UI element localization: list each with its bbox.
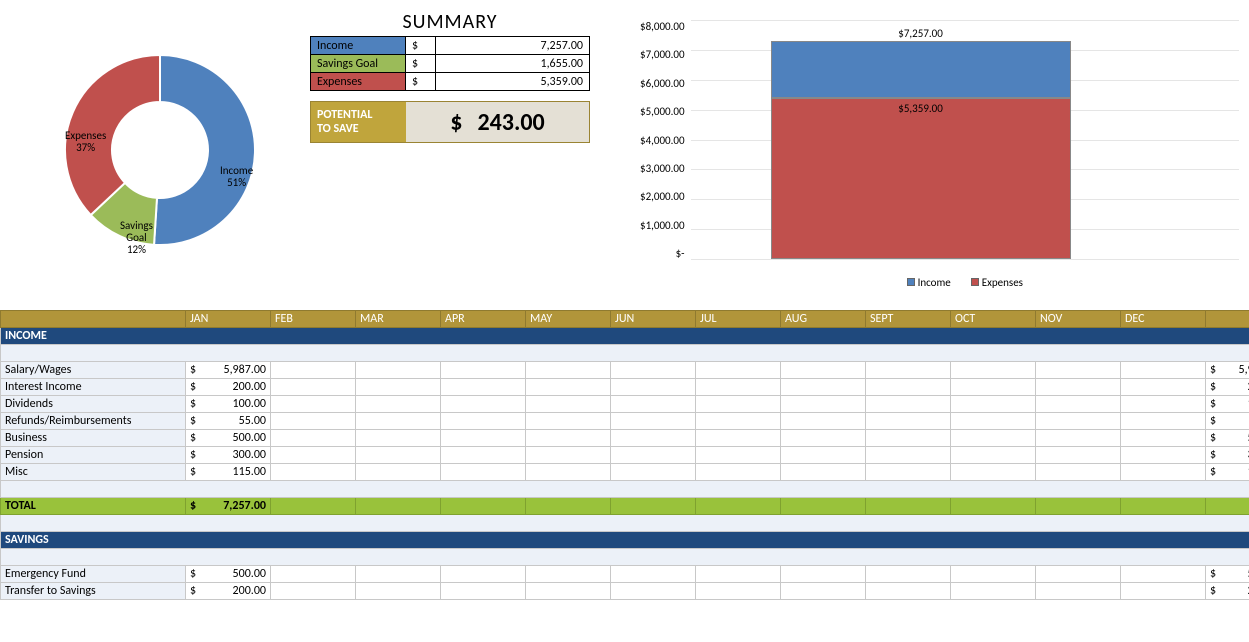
- blank-row: [1, 345, 1249, 362]
- bar-chart-y-axis: $8,000.00$7,000.00$6,000.00$5,000.00$4,0…: [640, 20, 691, 260]
- table-row[interactable]: Pension$300.00$300.00: [1, 447, 1249, 464]
- summary-title: SUMMARY: [310, 10, 590, 34]
- section-header-savings: SAVINGS: [1, 532, 1249, 549]
- table-row[interactable]: Dividends$100.00$100.00: [1, 396, 1249, 413]
- blank-row: [1, 481, 1249, 498]
- table-row[interactable]: Misc$115.00$115.00: [1, 464, 1249, 481]
- income-total-row: TOTAL $7,257.00: [1, 498, 1249, 515]
- table-row[interactable]: Interest Income$200.00$200.00: [1, 379, 1249, 396]
- donut-label-savings: SavingsGoal12%: [120, 220, 153, 256]
- table-row[interactable]: Refunds/Reimbursements$55.00$55.00: [1, 413, 1249, 430]
- table-row[interactable]: Emergency Fund$500.00$500.00: [1, 566, 1249, 583]
- bar-segment-expenses: [771, 98, 1071, 259]
- bar-expenses-label: $5,359.00: [771, 102, 1071, 115]
- table-row[interactable]: Transfer to Savings$200.00$200.00: [1, 583, 1249, 600]
- summary-row-savings-label: Savings Goal: [311, 55, 406, 73]
- budget-spreadsheet[interactable]: JANFEBMARAPR MAYJUNJULAUG SEPTOCTNOVDEC …: [0, 310, 1249, 600]
- bar-total-label: $7,257.00: [771, 27, 1071, 40]
- table-row[interactable]: Salary/Wages$5,987.00$5,987.00: [1, 362, 1249, 379]
- donut-label-income: Income 51%: [220, 165, 253, 189]
- blank-row: [1, 515, 1249, 532]
- stacked-bar: $7,257.00 $5,359.00: [771, 41, 1071, 259]
- summary-row-income-label: Income: [311, 37, 406, 55]
- summary-table: Income $ 7,257.00 Savings Goal $ 1,655.0…: [310, 36, 590, 91]
- summary-panel: SUMMARY Income $ 7,257.00 Savings Goal $…: [310, 10, 590, 143]
- donut-chart: Income 51% SavingsGoal12% Expenses 37%: [10, 10, 290, 270]
- bar-chart: $8,000.00$7,000.00$6,000.00$5,000.00$4,0…: [610, 10, 1239, 290]
- potential-to-save: POTENTIAL TO SAVE $ 243.00: [310, 101, 590, 143]
- donut-label-expenses: Expenses 37%: [65, 130, 106, 154]
- month-header-row: JANFEBMARAPR MAYJUNJULAUG SEPTOCTNOVDEC: [1, 311, 1249, 328]
- section-header-income: INCOME: [1, 328, 1249, 345]
- blank-row: [1, 549, 1249, 566]
- bar-segment-income: [771, 41, 1071, 98]
- table-row[interactable]: Business$500.00$500.00: [1, 430, 1249, 447]
- summary-row-expenses-label: Expenses: [311, 73, 406, 91]
- bar-chart-legend: Income Expenses: [691, 276, 1239, 289]
